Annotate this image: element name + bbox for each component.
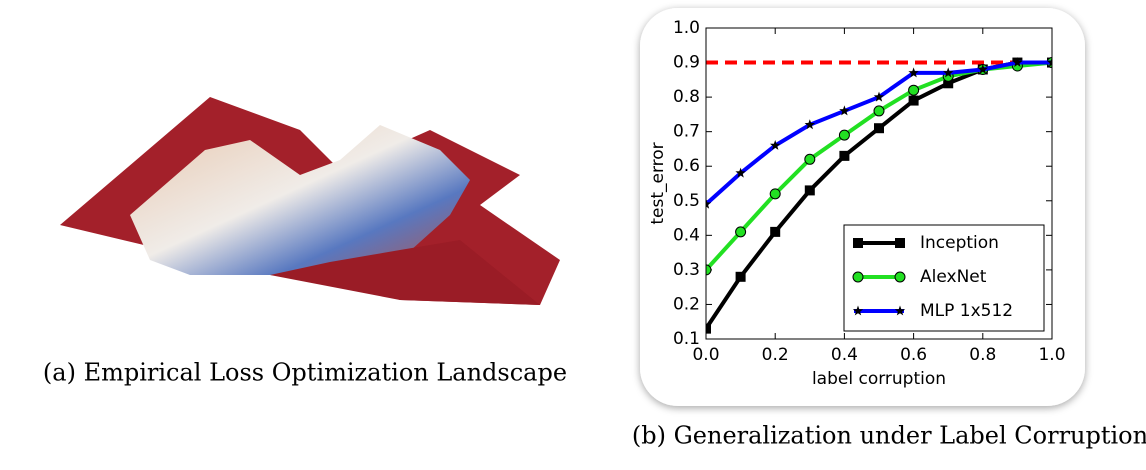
page: (a) Empirical Loss Optimization Landscap…: [0, 0, 1146, 465]
y-tick-label: 0.7: [673, 122, 700, 142]
y-tick-label: 0.4: [673, 225, 700, 245]
marker: [874, 123, 884, 133]
x-tick-label: 1.0: [1038, 345, 1065, 365]
y-tick-label: 0.2: [673, 294, 700, 314]
marker: [853, 238, 863, 248]
legend-label: Inception: [920, 233, 999, 253]
marker: [895, 238, 905, 248]
y-axis-label: test_error: [648, 142, 668, 224]
marker: [736, 272, 746, 282]
figure: (a) Empirical Loss Optimization Landscap…: [0, 0, 1146, 465]
marker: [909, 96, 919, 106]
x-tick-label: 0.2: [762, 345, 789, 365]
marker: [909, 85, 919, 95]
y-tick-label: 0.8: [673, 87, 700, 107]
marker: [839, 151, 849, 161]
x-tick-label: 0.0: [692, 345, 719, 365]
y-tick-label: 1.0: [673, 18, 700, 38]
marker: [770, 227, 780, 237]
legend-label: MLP 1x512: [920, 301, 1013, 321]
marker: [805, 185, 815, 195]
marker: [805, 154, 815, 164]
legend-label: AlexNet: [920, 267, 987, 287]
y-tick-label: 0.5: [673, 191, 700, 211]
marker: [839, 130, 849, 140]
marker: [770, 189, 780, 199]
y-tick-label: 0.3: [673, 260, 700, 280]
x-axis-label: label corruption: [812, 369, 946, 389]
caption: (b) Generalization under Label Corruptio…: [632, 422, 1146, 450]
x-tick-label: 0.6: [900, 345, 927, 365]
x-tick-label: 0.8: [969, 345, 996, 365]
y-tick-label: 0.6: [673, 156, 700, 176]
marker: [895, 272, 905, 282]
x-tick-label: 0.4: [831, 345, 858, 365]
marker: [853, 272, 863, 282]
y-tick-label: 0.9: [673, 53, 700, 73]
marker: [736, 227, 746, 237]
marker: [874, 106, 884, 116]
landscape-image: [60, 97, 560, 305]
caption: (a) Empirical Loss Optimization Landscap…: [43, 359, 567, 387]
